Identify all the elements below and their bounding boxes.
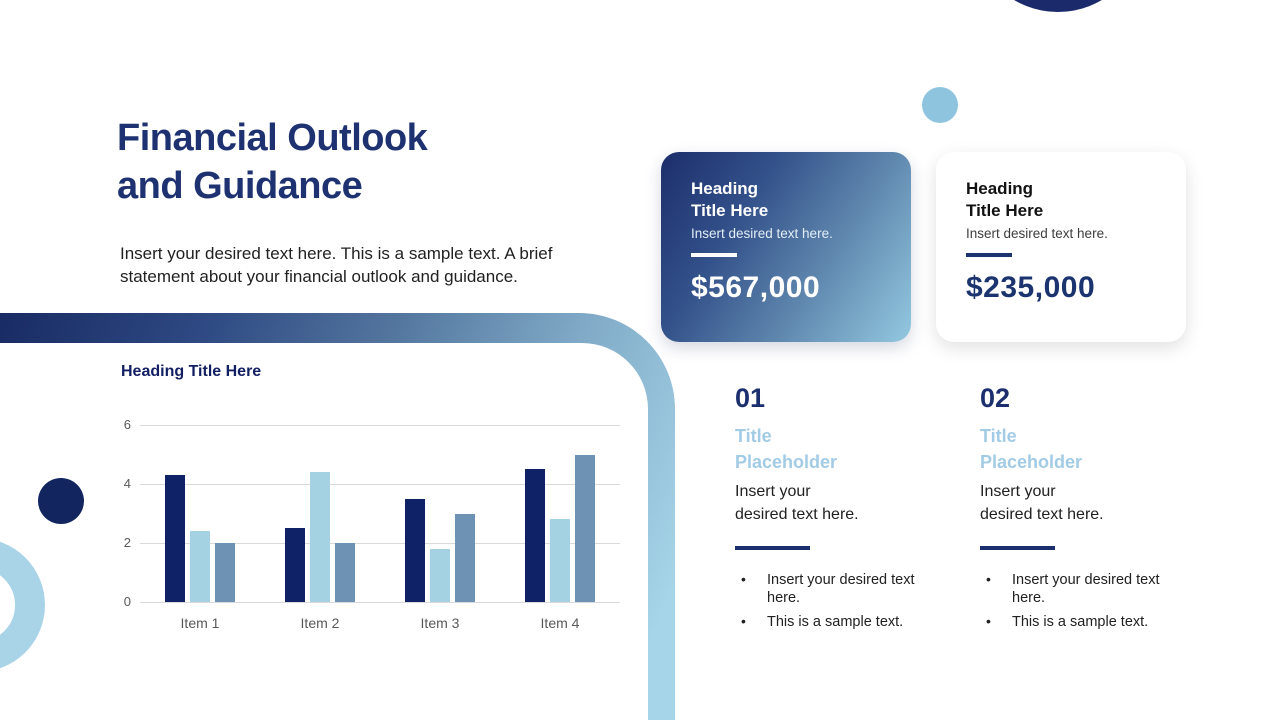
decorative-ring-top-right	[972, 0, 1144, 12]
decorative-circle-navy	[38, 478, 84, 524]
section-desc-line2: desired text here.	[735, 506, 859, 524]
section-divider	[735, 545, 810, 550]
gridline	[140, 543, 620, 544]
section-divider	[980, 545, 1055, 550]
stat-card-gradient: Heading Title Here Insert desired text h…	[661, 152, 911, 342]
bar-series-light-item1	[190, 531, 210, 602]
card-heading-line2: Title Here	[966, 201, 1044, 221]
y-tick-label: 2	[123, 535, 131, 550]
section-desc-line1: Insert your	[735, 483, 811, 501]
card-heading-line1: Heading	[691, 179, 759, 198]
card-desc: Insert desired text here.	[691, 225, 833, 241]
bullet-text: Insert your desired text here.	[767, 571, 915, 607]
bullet-text: Insert your desired text here.	[1012, 571, 1160, 607]
section-desc-line2: desired text here.	[980, 506, 1104, 524]
section-02: 02 Title Placeholder Insert your desired…	[980, 383, 1205, 637]
decorative-dot	[922, 87, 958, 123]
bar-series-light-item3	[430, 548, 450, 602]
card-heading-line1: Heading	[966, 179, 1034, 198]
bar-series-navy-item2	[285, 528, 305, 602]
card-value: $235,000	[966, 270, 1096, 304]
bullet-item: • Insert your desired text here.	[735, 571, 960, 609]
card-heading: Heading Title Here	[691, 178, 891, 223]
card-heading-line2: Title Here	[691, 201, 769, 221]
x-category-label: Item 3	[420, 615, 460, 631]
bar-series-light-item2	[310, 472, 330, 602]
x-category-label: Item 4	[540, 615, 580, 631]
y-tick-label: 6	[123, 417, 131, 432]
bullet-dot: •	[741, 613, 746, 630]
bullet-text: This is a sample text.	[767, 614, 904, 631]
page-subtitle: Insert your desired text here. This is a…	[120, 244, 553, 286]
chart-title: Heading Title Here	[121, 363, 262, 380]
section-title-line1: Title	[980, 426, 1017, 447]
chart-plot: 0 2 4 6 Item 1 Item 2 Item 3 Item 4	[124, 417, 620, 631]
card-divider	[966, 252, 1012, 257]
section-title-line2: Placeholder	[735, 451, 838, 472]
bullet-dot: •	[986, 570, 991, 587]
bar-series-navy-item3	[405, 498, 425, 602]
bar-series-navy-item1	[165, 475, 185, 602]
bar-series-steel-item4	[575, 454, 595, 602]
card-desc: Insert desired text here.	[966, 225, 1108, 241]
y-tick-label: 4	[123, 476, 131, 491]
bar-series-steel-item3	[455, 513, 475, 602]
bar-chart: Heading Title Here 0 2 4 6 Item 1 Item 2 Item …	[105, 360, 650, 660]
section-01: 01 Title Placeholder Insert your desired…	[735, 383, 960, 637]
section-number: 01	[735, 383, 766, 413]
section-title: Title Placeholder	[735, 424, 960, 475]
bullet-item: • This is a sample text.	[735, 613, 960, 632]
section-number: 02	[980, 383, 1011, 413]
y-tick-label: 0	[123, 594, 131, 609]
gridline	[140, 484, 620, 485]
bar-series-steel-item1	[215, 543, 235, 602]
section-bullets: • Insert your desired text here. • This …	[980, 571, 1205, 633]
section-desc: Insert your desired text here.	[980, 480, 1205, 526]
page-title-line2: and Guidance	[117, 164, 363, 207]
section-desc: Insert your desired text here.	[735, 480, 960, 526]
section-desc-line1: Insert your	[980, 483, 1056, 501]
bar-series-navy-item4	[525, 469, 545, 602]
page-title: Financial Outlook and Guidance	[117, 115, 677, 210]
bullet-dot: •	[986, 613, 991, 630]
gridline	[140, 602, 620, 603]
bullet-dot: •	[741, 570, 746, 587]
gridline	[140, 425, 620, 426]
bullet-item: • Insert your desired text here.	[980, 571, 1205, 609]
x-category-label: Item 1	[180, 615, 220, 631]
bullet-text: This is a sample text.	[1012, 614, 1149, 631]
section-title-line2: Placeholder	[980, 451, 1083, 472]
section-title: Title Placeholder	[980, 424, 1205, 475]
bullet-item: • This is a sample text.	[980, 613, 1205, 632]
bar-series-light-item4	[550, 519, 570, 602]
stat-card-white: Heading Title Here Insert desired text h…	[936, 152, 1186, 342]
card-divider	[691, 252, 737, 257]
card-value: $567,000	[691, 270, 821, 304]
page-title-line1: Financial Outlook	[117, 117, 428, 159]
section-bullets: • Insert your desired text here. • This …	[735, 571, 960, 633]
section-title-line1: Title	[735, 426, 772, 447]
card-heading: Heading Title Here	[966, 178, 1166, 223]
bar-series-steel-item2	[335, 543, 355, 602]
x-category-label: Item 2	[300, 615, 340, 631]
